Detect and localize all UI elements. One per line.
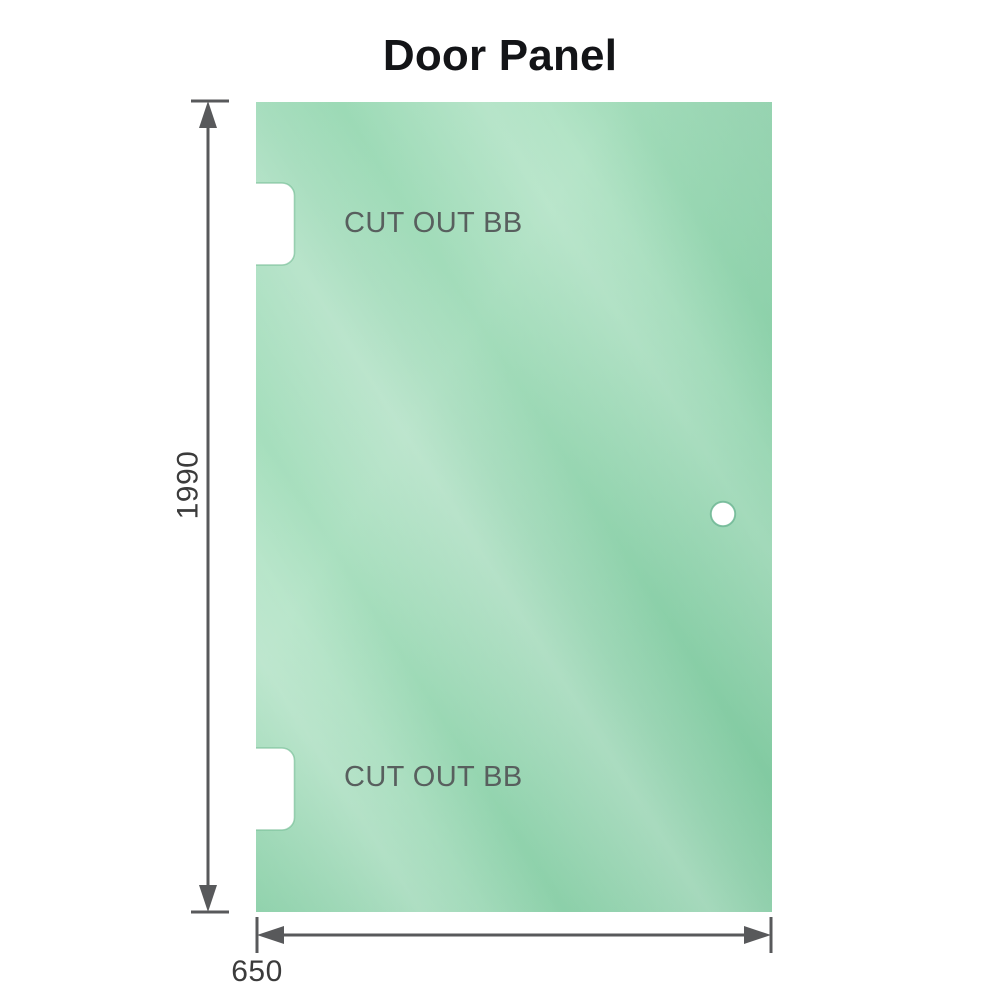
height-arrow-down-icon	[199, 885, 217, 912]
cutout-label-top: CUT OUT BB	[344, 207, 523, 239]
handle-hole-icon	[709, 500, 737, 528]
cutout-bottom-outline	[256, 747, 296, 831]
width-arrow-right-icon	[744, 926, 771, 944]
width-dimension-label: 650	[231, 955, 283, 988]
glass-panel-graphic	[256, 102, 772, 912]
height-arrow-up-icon	[199, 101, 217, 128]
cutout-top-outline	[256, 182, 296, 266]
height-dimension-label: 1990	[171, 450, 205, 520]
page-title: Door Panel	[382, 31, 618, 80]
cutout-label-bottom: CUT OUT BB	[344, 761, 523, 793]
glass-panel	[256, 102, 772, 912]
width-arrow-left-icon	[257, 926, 284, 944]
